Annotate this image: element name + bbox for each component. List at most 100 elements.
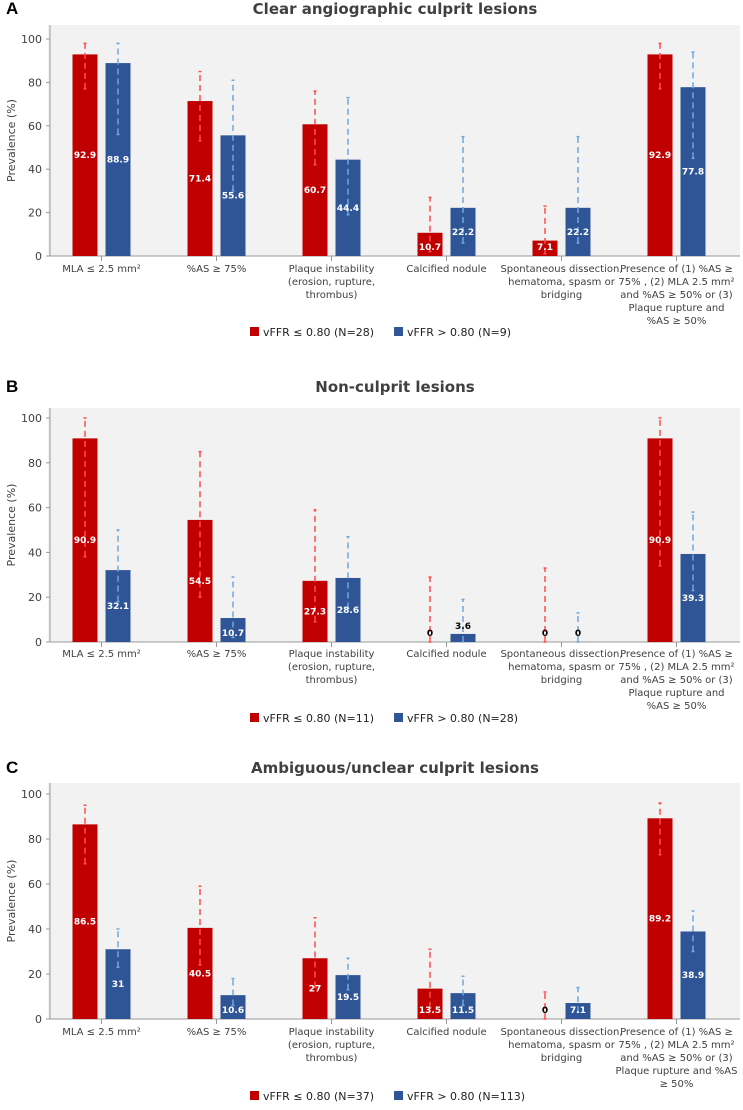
- plot-area: [48, 408, 740, 642]
- category-label: Presence of (1) %AS ≥: [620, 649, 733, 660]
- category-label: ≥ 50%: [660, 1079, 694, 1090]
- data-label: 22.2: [567, 228, 589, 238]
- category-label: MLA ≤ 2.5 mm²: [62, 264, 141, 275]
- category-label: thrombus): [306, 290, 358, 301]
- bar: [335, 975, 361, 1019]
- category-label: Presence of (1) %AS ≥: [620, 264, 733, 275]
- legend-label: vFFR ≤ 0.80 (N=37): [263, 1090, 374, 1103]
- data-label: 60.7: [304, 186, 326, 196]
- category-label: and %AS ≥ 50% or (3): [620, 1053, 732, 1064]
- data-label: 90.9: [649, 536, 671, 546]
- panel-letter: C: [6, 758, 18, 777]
- data-label: 89.2: [649, 915, 671, 925]
- data-label: 92.9: [649, 151, 671, 161]
- data-label: 27.3: [304, 607, 326, 617]
- category-label: Plaque rupture and: [628, 688, 724, 699]
- y-tick-label: 80: [28, 457, 42, 470]
- y-tick-label: 40: [28, 923, 42, 936]
- legend-swatch: [394, 1091, 404, 1100]
- y-tick-label: 20: [28, 207, 42, 220]
- data-label: 0: [542, 1006, 548, 1016]
- data-label: 13.5: [419, 1006, 441, 1016]
- y-tick-label: 40: [28, 163, 42, 176]
- category-label: thrombus): [306, 675, 358, 686]
- category-label: and %AS ≥ 50% or (3): [620, 290, 732, 301]
- y-tick-label: 80: [28, 833, 42, 846]
- category-label: Plaque instability: [289, 649, 375, 660]
- category-label: Plaque rupture and: [628, 303, 724, 314]
- legend-label: vFFR > 0.80 (N=28): [407, 712, 518, 725]
- category-label: %AS ≥ 75%: [187, 649, 247, 660]
- data-label: 22.2: [452, 228, 474, 238]
- plot-area: [48, 25, 740, 256]
- category-label: hematoma, spasm or: [508, 1040, 616, 1051]
- data-label: 92.9: [74, 151, 96, 161]
- data-label: 55.6: [222, 192, 244, 202]
- category-label: thrombus): [306, 1053, 358, 1064]
- y-axis-title: Prevalence (%): [5, 99, 18, 182]
- data-label: 7.1: [537, 243, 553, 253]
- bar: [105, 949, 131, 1019]
- category-label: hematoma, spasm or: [508, 662, 616, 673]
- data-label: 7.1: [570, 1006, 586, 1016]
- category-label: %AS ≥ 50%: [647, 701, 707, 712]
- category-label: Spontaneous dissection,: [500, 1027, 622, 1038]
- panel-c-chart: C Ambiguous/unclear culprit lesions 0 20 40 6…: [5, 758, 740, 1103]
- y-axis-title: Prevalence (%): [5, 860, 18, 943]
- chart-title: Clear angiographic culprit lesions: [253, 0, 538, 18]
- category-label: Calcified nodule: [406, 1027, 486, 1038]
- data-label: 44.4: [337, 204, 359, 214]
- panel-a-chart: A Clear angiographic culprit lesions 0 20 40…: [5, 0, 740, 339]
- legend-label: vFFR > 0.80 (N=9): [407, 326, 511, 339]
- panel-letter: A: [6, 0, 18, 18]
- chart-title: Ambiguous/unclear culprit lesions: [251, 759, 539, 777]
- data-label: 90.9: [74, 536, 96, 546]
- y-tick-label: 100: [21, 412, 42, 425]
- y-tick-label: 0: [35, 1013, 42, 1026]
- y-tick-label: 0: [35, 250, 42, 263]
- category-label: %AS ≥ 50%: [647, 316, 707, 327]
- data-label: 38.9: [682, 971, 704, 981]
- data-label: 0: [427, 629, 433, 639]
- y-tick-label: 0: [35, 636, 42, 649]
- category-label: Spontaneous dissection,: [500, 649, 622, 660]
- legend-swatch: [394, 713, 404, 722]
- category-label: Calcified nodule: [406, 649, 486, 660]
- data-label: 27: [309, 985, 322, 995]
- data-label: 0: [542, 629, 548, 639]
- data-label: 54.5: [189, 577, 211, 587]
- category-label: bridging: [541, 675, 582, 686]
- data-label: 40.5: [189, 969, 211, 979]
- y-tick-label: 80: [28, 76, 42, 89]
- bar: [105, 570, 131, 642]
- bar: [417, 232, 443, 256]
- y-tick-label: 60: [28, 502, 42, 515]
- data-label: 31: [112, 980, 125, 990]
- category-label: MLA ≤ 2.5 mm²: [62, 1027, 141, 1038]
- legend-label: vFFR ≤ 0.80 (N=11): [263, 712, 374, 725]
- data-label: 71.4: [189, 175, 211, 185]
- category-label: Plaque rupture and %AS: [616, 1066, 738, 1077]
- data-label: 86.5: [74, 918, 96, 928]
- bar: [335, 577, 361, 642]
- data-label: 3.6: [455, 622, 471, 632]
- legend-swatch: [250, 713, 259, 722]
- panel-b-chart: B Non-culprit lesions 0 20 40 60 80 100 Prevalen…: [5, 377, 740, 725]
- data-label: 0: [575, 629, 581, 639]
- y-tick-label: 100: [21, 788, 42, 801]
- y-tick-label: 20: [28, 591, 42, 604]
- bar: [302, 124, 328, 256]
- bar: [220, 995, 246, 1019]
- category-label: Plaque instability: [289, 264, 375, 275]
- category-label: 75% , (2) MLA 2.5 mm²: [618, 662, 734, 673]
- data-label: 77.8: [682, 168, 704, 178]
- data-label: 32.1: [107, 602, 129, 612]
- category-label: bridging: [541, 1053, 582, 1064]
- legend-label: vFFR > 0.80 (N=113): [407, 1090, 525, 1103]
- category-label: bridging: [541, 290, 582, 301]
- category-label: 75% , (2) MLA 2.5 mm²: [618, 277, 734, 288]
- y-tick-label: 40: [28, 546, 42, 559]
- category-label: hematoma, spasm or: [508, 277, 616, 288]
- y-tick-label: 60: [28, 878, 42, 891]
